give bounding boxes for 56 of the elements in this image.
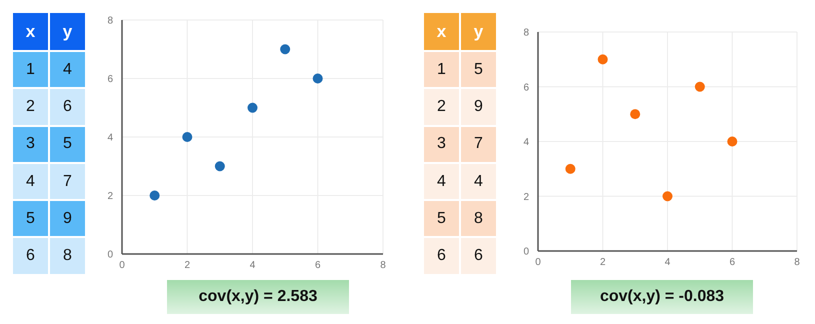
data-label: 7 <box>461 126 496 162</box>
point <box>565 164 576 174</box>
data-label: 9 <box>50 201 85 236</box>
x-tick-label: 4 <box>250 260 256 272</box>
x-tick-label: 0 <box>535 257 542 268</box>
point <box>150 190 160 200</box>
x-tick-label: 2 <box>184 260 190 272</box>
data-label: 5 <box>461 52 496 88</box>
y-tick-label: 2 <box>424 89 459 125</box>
data-label: 6 <box>50 89 85 125</box>
y-tick-label: 0 <box>523 246 530 258</box>
x-tick-label: y <box>50 13 85 50</box>
point <box>662 191 672 202</box>
point <box>182 132 192 142</box>
text: cov(x,y) = -0.083 <box>571 280 753 314</box>
y-tick-label: 2 <box>107 191 114 202</box>
y-tick-label: 2 <box>523 192 530 203</box>
x-tick-label: 4 <box>664 257 671 268</box>
x-tick-label: 0 <box>119 260 126 272</box>
data-label: 8 <box>461 201 496 236</box>
y-tick-label: 1 <box>424 52 459 88</box>
y-tick-label: 5 <box>13 201 48 236</box>
y-tick-label: 3 <box>13 126 48 162</box>
x-tick-label: 2 <box>600 257 606 268</box>
y-tick-label: 6 <box>523 82 530 94</box>
point <box>214 161 225 172</box>
x-tick-label: 6 <box>314 260 321 272</box>
y-tick-label: 1 <box>13 52 48 88</box>
y-tick-label: 6 <box>107 74 114 86</box>
y-tick-label: 0 <box>107 250 114 261</box>
point <box>630 109 640 120</box>
x-tick-label: 8 <box>380 260 386 272</box>
x-tick-label: y <box>461 13 496 50</box>
x-tick-label: 6 <box>729 257 736 268</box>
data-label: 7 <box>50 164 85 200</box>
data-label: 4 <box>461 164 496 200</box>
y-tick-label: 4 <box>523 137 530 148</box>
y-tick-label: 3 <box>424 126 459 162</box>
point <box>694 82 705 92</box>
point <box>248 102 258 113</box>
point <box>727 136 738 146</box>
y-tick-label: 5 <box>424 201 459 236</box>
data-label: 5 <box>50 126 85 162</box>
y-tick-label: 4 <box>107 132 114 144</box>
data-label: 4 <box>50 52 85 88</box>
x-tick-label: 8 <box>794 257 800 268</box>
point <box>312 74 323 84</box>
text: cov(x,y) = 2.583 <box>167 280 349 314</box>
y-axis-title: x <box>13 13 48 50</box>
y-tick-label: 4 <box>424 164 459 200</box>
y-tick-label: 2 <box>13 89 48 125</box>
y-tick-label: 4 <box>13 164 48 200</box>
y-axis-title: x <box>424 13 459 50</box>
data-label: 9 <box>461 89 496 125</box>
point <box>598 54 608 64</box>
point <box>280 44 290 54</box>
